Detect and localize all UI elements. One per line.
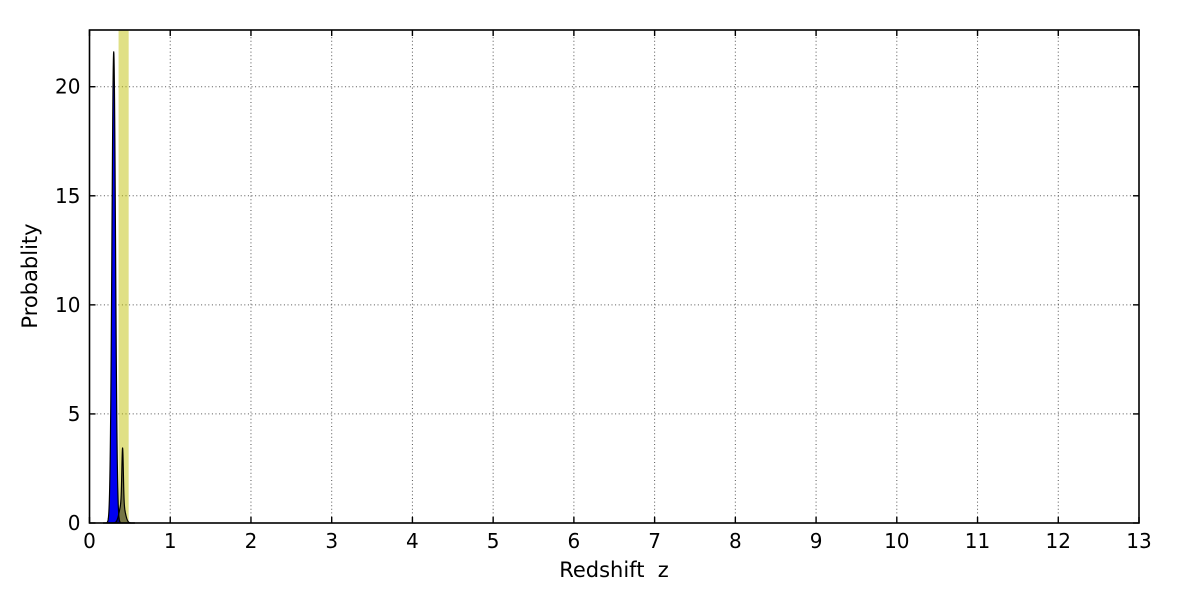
y-tick-label: 10: [55, 293, 80, 317]
x-tick-label: 9: [810, 529, 823, 553]
x-tick-label: 6: [568, 529, 581, 553]
x-tick-label: 3: [325, 529, 338, 553]
x-tick-label: 8: [729, 529, 742, 553]
x-tick-label: 4: [406, 529, 419, 553]
x-tick-label: 5: [487, 529, 500, 553]
y-tick-label: 20: [55, 75, 80, 99]
x-tick-label: 11: [965, 529, 990, 553]
axes-frame: [88, 29, 1140, 524]
x-tick-label: 1: [164, 529, 177, 553]
x-tick-label: 0: [83, 529, 96, 553]
x-tick-label: 12: [1046, 529, 1071, 553]
x-tick-label: 2: [245, 529, 258, 553]
x-tick-label: 7: [648, 529, 661, 553]
highlight-band: [118, 30, 129, 523]
y-tick-label: 5: [68, 402, 81, 426]
y-tick-label: 15: [55, 184, 80, 208]
x-tick-label: 13: [1126, 529, 1151, 553]
x-tick-label: 10: [884, 529, 909, 553]
y-tick-label: 0: [68, 511, 81, 535]
x-axis-label: Redshift z: [559, 558, 669, 582]
y-axis-label: Probablity: [18, 223, 42, 329]
